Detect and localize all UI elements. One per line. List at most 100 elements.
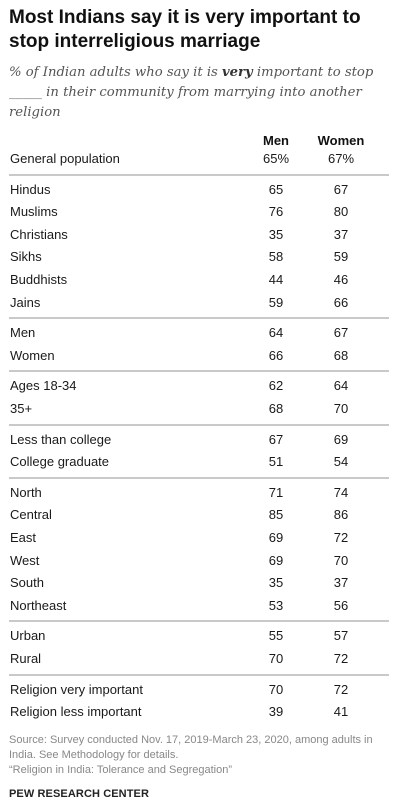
value-men: 53: [268, 597, 284, 613]
value-men: 62: [268, 378, 284, 394]
group-separator: [9, 620, 389, 623]
row-label: Buddhists: [10, 272, 68, 287]
row-label: Hindus: [10, 181, 51, 197]
table-row: Buddhists 44 46: [0, 269, 405, 291]
value-women: 72: [333, 530, 349, 545]
row-label: Religion less important: [10, 704, 142, 720]
value-women: 70: [333, 401, 349, 416]
table-row: South 35 37: [0, 572, 405, 594]
value-women: 69: [333, 431, 349, 447]
value-women: 86: [333, 507, 349, 523]
value-women: 68: [333, 347, 349, 363]
value-women: 70: [333, 552, 349, 568]
row-label: Northeast: [10, 597, 67, 613]
value-women: 56: [333, 597, 349, 613]
row-label: Women: [10, 347, 55, 363]
group-separator: [9, 423, 389, 426]
report-title-line: “Religion in India: Tolerance and Segreg…: [9, 764, 232, 776]
group-separator: [9, 173, 389, 176]
value-women: 72: [333, 651, 349, 666]
value-women: 67: [333, 181, 349, 197]
table-row: Religion less important 39 41: [0, 701, 405, 723]
value-men: 35: [268, 226, 284, 242]
value-men: 55: [268, 628, 284, 644]
value-men: 68: [268, 401, 284, 416]
value-men: 66: [268, 347, 284, 363]
value-women: 80: [333, 204, 349, 220]
subtitle-after: important to stop _____ in their communi…: [9, 65, 374, 120]
row-label: Muslims: [10, 204, 58, 220]
table-row: West 69 70: [0, 550, 405, 572]
table-row: Rural 70 72: [0, 648, 405, 670]
table-row: Jains 59 66: [0, 292, 405, 314]
row-label: Religion very important: [10, 681, 143, 697]
table-row: Hindus 65 67: [0, 179, 405, 201]
table-row: Less than college 67 69: [0, 429, 405, 451]
table-row: Christians 35 37: [0, 224, 405, 246]
value-men: 51: [268, 454, 284, 470]
row-label: General population: [10, 151, 120, 166]
value-women: 74: [333, 484, 349, 500]
row-label: 35+: [10, 401, 33, 416]
row-label: North: [10, 484, 42, 500]
value-men: 65: [268, 181, 284, 197]
group-separator: [9, 476, 389, 479]
table-row: General population 65% 67%: [0, 148, 405, 170]
value-women: 37: [333, 226, 349, 242]
row-label: Less than college: [10, 431, 112, 447]
table-row: Northeast 53 56: [0, 595, 405, 617]
value-women: 41: [333, 704, 349, 720]
row-label: Central: [10, 507, 52, 523]
table-row: Ages 18-34 62 64: [0, 375, 405, 397]
value-men: 76: [268, 204, 284, 220]
value-men: 65%: [262, 151, 290, 166]
table-row: 35+ 68 70: [0, 398, 405, 420]
table-row: Men 64 67: [0, 322, 405, 344]
column-header-men: Men: [263, 133, 289, 148]
table-row: College graduate 51 54: [0, 451, 405, 473]
value-men: 70: [268, 651, 284, 666]
table-row: East 69 72: [0, 527, 405, 549]
table-row: Religion very important 70 72: [0, 679, 405, 701]
value-women: 66: [333, 294, 349, 310]
value-women: 64: [333, 378, 349, 394]
table-row: Central 85 86: [0, 504, 405, 526]
value-men: 35: [268, 575, 284, 591]
group-separator: [9, 673, 389, 676]
value-women: 72: [333, 681, 349, 697]
subtitle-emphasis: very: [222, 65, 253, 80]
row-label: West: [10, 552, 40, 568]
table-row: Urban 55 57: [0, 625, 405, 647]
row-label: College graduate: [10, 454, 110, 470]
value-women: 59: [333, 249, 349, 265]
table-row: Sikhs 58 59: [0, 246, 405, 268]
value-women: 67%: [327, 151, 355, 166]
value-men: 64: [268, 325, 284, 341]
group-separator: [9, 317, 389, 320]
brand-logo-text: PEW RESEARCH CENTER: [9, 788, 150, 800]
row-label: South: [10, 575, 44, 591]
value-women: 37: [333, 575, 349, 591]
value-men: 67: [268, 431, 284, 447]
row-label: East: [10, 530, 37, 545]
value-men: 85: [268, 507, 284, 523]
value-women: 54: [333, 454, 349, 470]
row-label: Ages 18-34: [10, 378, 77, 394]
value-men: 58: [268, 249, 284, 265]
row-label: Sikhs: [10, 249, 42, 265]
value-women: 46: [333, 272, 349, 287]
table-row: Muslims 76 80: [0, 201, 405, 223]
value-men: 69: [268, 530, 284, 545]
value-women: 57: [333, 628, 349, 644]
group-separator: [9, 370, 389, 373]
value-men: 71: [268, 484, 284, 500]
value-men: 39: [268, 704, 284, 720]
column-header-women: Women: [317, 133, 365, 148]
source-note: Source: Survey conducted Nov. 17, 2019-M…: [9, 733, 399, 778]
source-line: Source: Survey conducted Nov. 17, 2019-M…: [9, 734, 373, 761]
subtitle-before: % of Indian adults who say it is: [9, 65, 222, 80]
table-row: Women 66 68: [0, 345, 405, 367]
row-label: Christians: [10, 226, 68, 242]
row-label: Urban: [10, 628, 46, 644]
